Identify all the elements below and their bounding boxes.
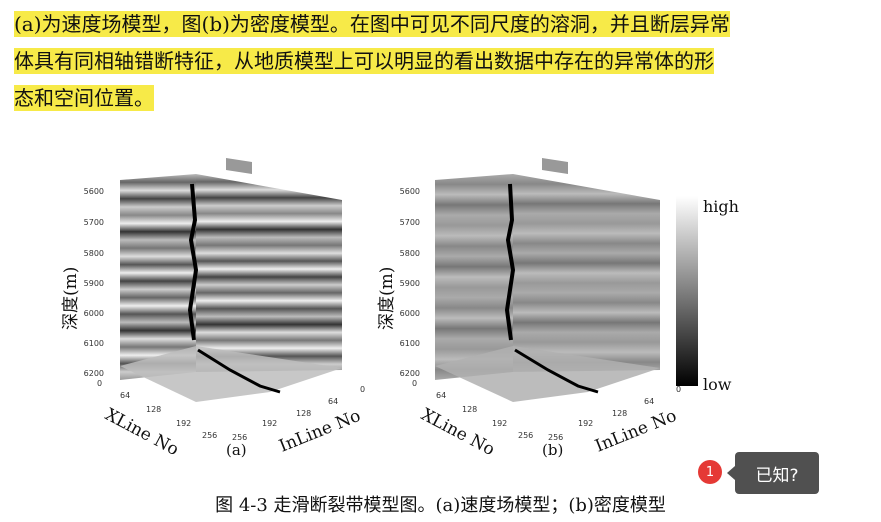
colorbar-high-label: high [703, 197, 739, 216]
notification-badge[interactable]: 1 [698, 460, 722, 484]
depth-tick: 5900 [400, 279, 420, 288]
depth-tick: 5800 [400, 249, 420, 258]
inline-tick: 0 [676, 385, 681, 394]
xline-tick: 128 [146, 405, 161, 414]
panel-a-inline-label: InLine No [276, 406, 363, 457]
xline-tick: 256 [202, 431, 217, 440]
panel-b-left-face [435, 174, 513, 380]
depth-tick: 5900 [84, 279, 104, 288]
panel-b-label: (b) [542, 441, 563, 459]
depth-tick: 5600 [400, 187, 420, 196]
depth-tick: 5700 [84, 218, 104, 227]
colorbar-gradient [676, 196, 698, 386]
panel-b-inline-label: InLine No [592, 406, 679, 457]
panel-b-depth-label: 深度(m) [377, 267, 397, 330]
depth-tick: 6200 [84, 369, 104, 378]
depth-tick: 6100 [84, 339, 104, 348]
xline-tick: 0 [97, 379, 102, 388]
depth-tick: 5600 [84, 187, 104, 196]
inline-tick: 192 [578, 419, 593, 428]
figure-svg: 5600 5700 5800 5900 6000 6100 6200 0 64 … [61, 158, 739, 460]
colorbar-low-label: low [703, 375, 732, 394]
panel-b-bottom-slice [435, 346, 660, 402]
depth-tick: 6200 [400, 369, 420, 378]
panel-a-left-face [120, 174, 196, 380]
colorbar: high low [676, 196, 739, 394]
panel-b-top-tab [542, 158, 568, 174]
panel-b-depth-ticks: 5600 5700 5800 5900 6000 6100 6200 [400, 187, 420, 378]
figure-caption: 图 4-3 走滑断裂带模型图。(a)速度场模型；(b)密度模型 [215, 495, 666, 516]
panel-b-xline-label: XLine No [418, 405, 498, 460]
inline-tick: 256 [232, 433, 247, 442]
xline-tick: 0 [412, 379, 417, 388]
paragraph-line-3: 态和空间位置。 [14, 85, 154, 111]
paragraph: (a)为速度场模型，图(b)为密度模型。在图中可见不同尺度的溶洞，并且断层异常 … [14, 6, 834, 117]
inline-tick: 128 [612, 409, 627, 418]
depth-tick: 6100 [400, 339, 420, 348]
panel-b-right-face [513, 174, 660, 372]
panel-a: 5600 5700 5800 5900 6000 6100 6200 0 64 … [61, 158, 365, 460]
panel-a-label: (a) [226, 441, 247, 459]
panel-a-depth-label: 深度(m) [61, 267, 81, 330]
panel-a-xline-ticks: 0 64 128 192 256 [97, 379, 217, 440]
panel-a-top-tab [226, 158, 252, 174]
tooltip[interactable]: 已知? [727, 452, 819, 494]
xline-tick: 128 [462, 405, 477, 414]
inline-tick: 256 [548, 433, 563, 442]
depth-tick: 6000 [84, 309, 104, 318]
xline-tick: 64 [120, 391, 130, 400]
panel-b-inline-ticks: 256 192 128 64 0 [548, 385, 681, 442]
xline-tick: 192 [492, 419, 507, 428]
inline-tick: 128 [296, 409, 311, 418]
panel-a-depth-ticks: 5600 5700 5800 5900 6000 6100 6200 [84, 187, 104, 378]
panel-a-fault-trace [197, 348, 281, 394]
panel-a-inline-ticks: 256 192 128 64 0 [232, 385, 365, 442]
depth-tick: 6000 [400, 309, 420, 318]
panel-b-xline-ticks: 0 64 128 192 256 [412, 379, 533, 440]
panel-b-fault-trace [514, 348, 599, 394]
depth-tick: 5700 [400, 218, 420, 227]
panel-a-bottom-slice [120, 346, 342, 402]
paragraph-line-2: 体具有同相轴错断特征，从地质模型上可以明显的看出数据中存在的异常体的形 [14, 48, 714, 74]
xline-tick: 256 [518, 431, 533, 440]
inline-tick: 64 [328, 397, 338, 406]
panel-a-fault-line [187, 183, 199, 341]
depth-tick: 5800 [84, 249, 104, 258]
panel-a-right-face [196, 174, 342, 372]
xline-tick: 192 [176, 419, 191, 428]
xline-tick: 64 [436, 391, 446, 400]
figure: 5600 5700 5800 5900 6000 6100 6200 0 64 … [0, 140, 881, 480]
panel-a-xline-label: XLine No [102, 405, 182, 460]
paragraph-line-1: (a)为速度场模型，图(b)为密度模型。在图中可见不同尺度的溶洞，并且断层异常 [14, 11, 730, 37]
panel-b: 5600 5700 5800 5900 6000 6100 6200 0 64 … [377, 158, 681, 460]
inline-tick: 0 [360, 385, 365, 394]
inline-tick: 64 [644, 397, 654, 406]
inline-tick: 192 [262, 419, 277, 428]
panel-b-fault-line [504, 183, 516, 341]
